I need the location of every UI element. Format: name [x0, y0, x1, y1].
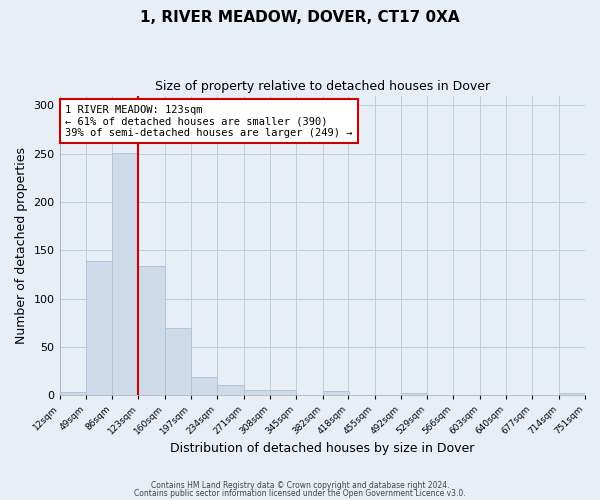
Bar	[559, 394, 585, 396]
Bar	[59, 392, 86, 396]
Text: 1 RIVER MEADOW: 123sqm
← 61% of detached houses are smaller (390)
39% of semi-de: 1 RIVER MEADOW: 123sqm ← 61% of detached…	[65, 104, 352, 138]
Bar	[165, 328, 191, 396]
Bar	[217, 384, 244, 396]
Bar	[401, 394, 427, 396]
Text: Contains HM Land Registry data © Crown copyright and database right 2024.: Contains HM Land Registry data © Crown c…	[151, 481, 449, 490]
Text: 1, RIVER MEADOW, DOVER, CT17 0XA: 1, RIVER MEADOW, DOVER, CT17 0XA	[140, 10, 460, 25]
Y-axis label: Number of detached properties: Number of detached properties	[15, 147, 28, 344]
Bar	[270, 390, 296, 396]
Bar	[86, 261, 112, 396]
Bar	[112, 152, 139, 396]
Bar	[139, 266, 165, 396]
Text: Contains public sector information licensed under the Open Government Licence v3: Contains public sector information licen…	[134, 488, 466, 498]
Bar	[323, 392, 349, 396]
Bar	[191, 377, 217, 396]
X-axis label: Distribution of detached houses by size in Dover: Distribution of detached houses by size …	[170, 442, 475, 455]
Bar	[244, 390, 270, 396]
Title: Size of property relative to detached houses in Dover: Size of property relative to detached ho…	[155, 80, 490, 93]
